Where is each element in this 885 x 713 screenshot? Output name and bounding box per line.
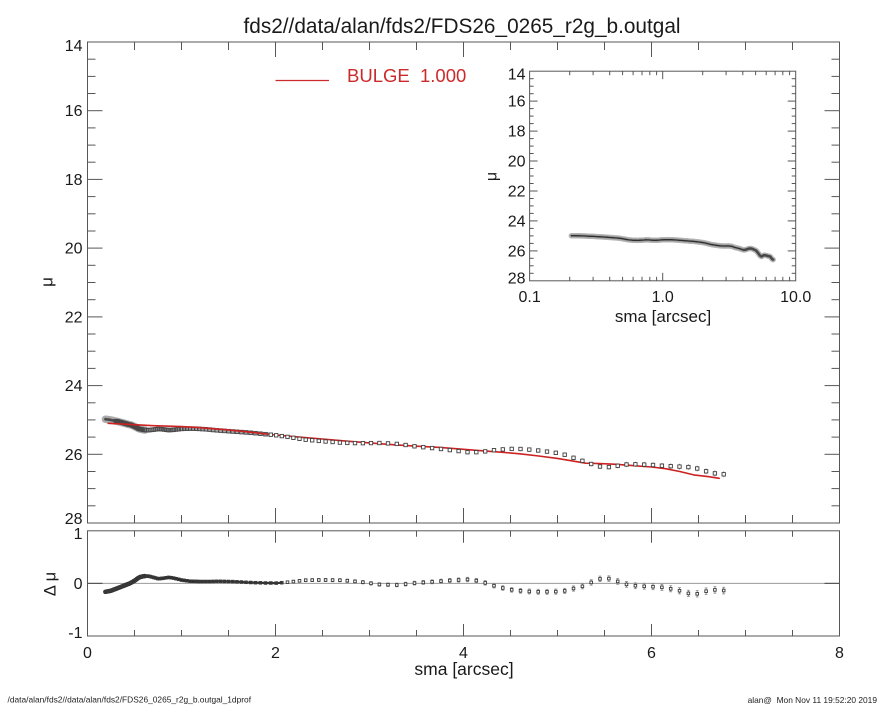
svg-text:8: 8 [835,645,844,662]
svg-text:2: 2 [271,645,280,662]
svg-text:0: 0 [83,645,92,662]
svg-text:24: 24 [508,213,526,230]
svg-text:sma [arcsec]: sma [arcsec] [615,307,711,326]
svg-text:4: 4 [459,645,468,662]
svg-text:6: 6 [647,645,656,662]
svg-text:18: 18 [65,172,83,189]
svg-text:BULGE 1.000: BULGE 1.000 [347,65,466,86]
svg-text:14: 14 [65,38,83,55]
svg-text:1.0: 1.0 [652,289,674,306]
svg-text:22: 22 [65,309,83,326]
svg-text:22: 22 [508,184,526,201]
svg-text:μ: μ [38,277,57,287]
svg-text:Δ μ: Δ μ [42,572,60,596]
svg-text:alan@ Mon Nov 11 19:52:20 201: alan@ Mon Nov 11 19:52:20 2019 [748,695,878,705]
svg-text:26: 26 [65,447,83,464]
svg-text:0.1: 0.1 [518,289,540,306]
svg-text:24: 24 [65,378,83,395]
svg-text:20: 20 [65,241,83,258]
svg-text:fds2//data/alan/fds2/FDS26_026: fds2//data/alan/fds2/FDS26_0265_r2g_b.ou… [243,15,680,38]
svg-text:10.0: 10.0 [780,289,811,306]
svg-text:-1: -1 [68,625,82,642]
svg-text:μ: μ [484,172,501,181]
svg-text:sma [arcsec]: sma [arcsec] [414,659,513,679]
svg-text:20: 20 [508,154,526,171]
svg-text:16: 16 [508,94,526,111]
svg-text:/data/alan/fds2//data/alan/fds: /data/alan/fds2//data/alan/fds2/FDS26_02… [8,695,252,705]
svg-text:16: 16 [65,103,83,120]
svg-text:28: 28 [65,511,83,528]
svg-text:26: 26 [508,243,526,260]
svg-text:28: 28 [508,270,526,287]
svg-text:1: 1 [74,526,83,543]
svg-text:0: 0 [74,576,83,593]
svg-text:18: 18 [508,124,526,141]
svg-text:14: 14 [508,67,526,84]
